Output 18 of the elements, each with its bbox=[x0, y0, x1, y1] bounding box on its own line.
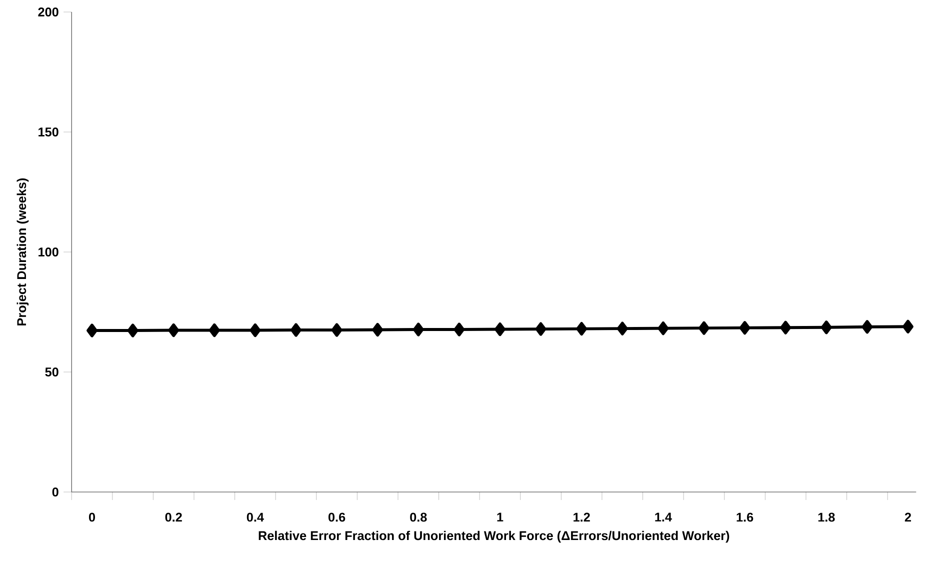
x-axis-title: Relative Error Fraction of Unoriented Work Force (ΔErrors/Unoriented Worker) bbox=[258, 530, 730, 543]
x-tick-label: 0.4 bbox=[246, 512, 264, 522]
x-tick-label: 0.2 bbox=[165, 512, 182, 522]
x-tick-label: 1 bbox=[497, 512, 504, 522]
y-tick-label: 50 bbox=[45, 368, 58, 376]
x-tick-label: 0 bbox=[88, 512, 96, 522]
y-tick-label: 150 bbox=[38, 128, 58, 136]
x-tick-label: 1.8 bbox=[818, 512, 835, 522]
y-tick-label: 100 bbox=[38, 248, 58, 256]
y-tick-label: 0 bbox=[52, 488, 58, 496]
x-tick-label: 1.4 bbox=[655, 512, 672, 522]
x-tick-label: 1.6 bbox=[736, 512, 754, 522]
x-tick-label: 0.6 bbox=[328, 512, 346, 522]
x-tick-label: 0.8 bbox=[410, 512, 427, 522]
y-axis-title: Project Duration (weeks) bbox=[16, 178, 29, 326]
x-tick-label: 2 bbox=[904, 512, 912, 522]
y-tick-label: 200 bbox=[38, 8, 58, 16]
x-tick-label: 1.2 bbox=[574, 512, 590, 522]
